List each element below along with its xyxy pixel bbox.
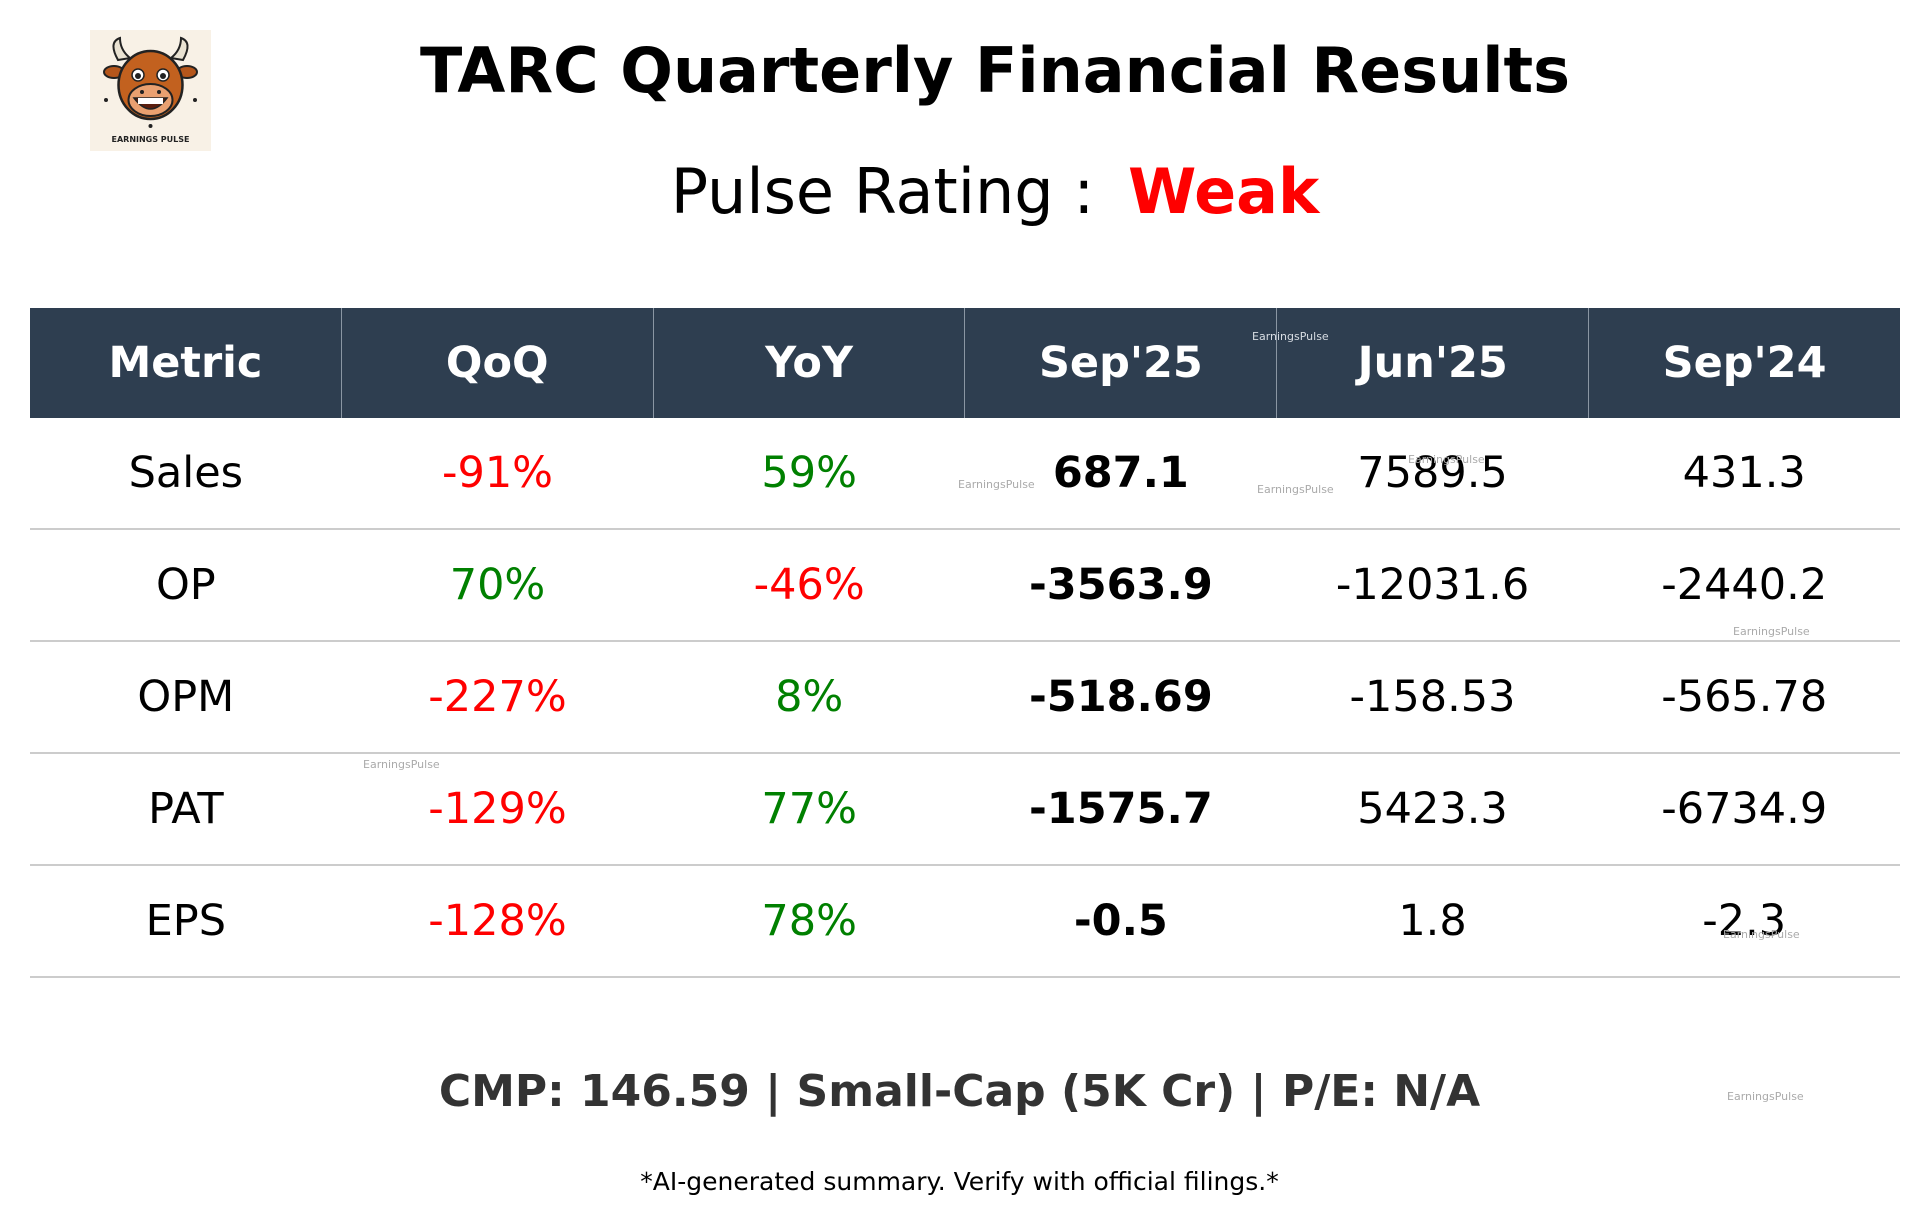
sep25-cell: 687.1 xyxy=(1052,448,1189,498)
column-header-sep25: Sep'25 xyxy=(965,308,1278,418)
jun25-cell: 1.8 xyxy=(1398,896,1467,946)
watermark: EarningsPulse xyxy=(958,478,1035,491)
sep24-cell: 431.3 xyxy=(1682,448,1806,498)
qoq-cell: -128% xyxy=(428,896,567,946)
sep24-cell: -2440.2 xyxy=(1661,560,1828,610)
rating-value: Weak xyxy=(1127,155,1320,228)
sep25-cell: -3563.9 xyxy=(1028,560,1213,610)
metric-cell: OP xyxy=(155,560,216,610)
watermark: EarningsPulse xyxy=(1723,928,1800,941)
sep24-cell: -6734.9 xyxy=(1661,784,1828,834)
sep25-cell: -1575.7 xyxy=(1028,784,1213,834)
rating-label: Pulse Rating : xyxy=(670,155,1095,228)
column-header-sep24: Sep'24 xyxy=(1662,338,1827,388)
market-stats: CMP: 146.59 | Small-Cap (5K Cr) | P/E: N… xyxy=(438,1066,1481,1117)
table-row: EPS -128% 78% -0.5 1.8 -2.3 xyxy=(30,866,1900,978)
yoy-cell: 8% xyxy=(775,672,844,722)
logo-text: EARNINGS PULSE xyxy=(112,135,190,144)
watermark: EarningsPulse xyxy=(1408,453,1485,466)
metric-cell: PAT xyxy=(148,784,224,834)
qoq-cell: -129% xyxy=(428,784,567,834)
watermark: EarningsPulse xyxy=(1733,625,1810,638)
yoy-cell: -46% xyxy=(753,560,865,610)
jun25-cell: 7589.5 xyxy=(1357,448,1508,498)
metric-cell: EPS xyxy=(145,896,227,946)
sep24-cell: -2.3 xyxy=(1702,896,1787,946)
disclaimer: *AI-generated summary. Verify with offic… xyxy=(640,1167,1279,1196)
column-header-yoy: YoY xyxy=(654,308,966,418)
table-row: OP 70% -46% -3563.9 -12031.6 -2440.2 xyxy=(30,530,1900,642)
pulse-rating: Pulse Rating : Weak xyxy=(0,155,1919,228)
watermark: EarningsPulse xyxy=(1257,483,1334,496)
metric-cell: Sales xyxy=(128,448,244,498)
table-row: Sales -91% 59% 687.1 7589.5 431.3 xyxy=(30,418,1900,530)
yoy-cell: 59% xyxy=(761,448,857,498)
qoq-cell: -227% xyxy=(428,672,567,722)
results-table: Metric QoQ YoY Sep'25 Jun'25 Sep'24 Sale… xyxy=(30,308,1900,978)
watermark: EarningsPulse xyxy=(1727,1090,1804,1103)
jun25-cell: -158.53 xyxy=(1349,672,1516,722)
metric-cell: OPM xyxy=(137,672,235,722)
watermark: EarningsPulse xyxy=(1252,330,1329,343)
yoy-cell: 78% xyxy=(761,896,857,946)
table-row: OPM -227% 8% -518.69 -158.53 -565.78 xyxy=(30,642,1900,754)
yoy-cell: 77% xyxy=(761,784,857,834)
column-header-qoq: QoQ xyxy=(342,308,654,418)
sep25-cell: -0.5 xyxy=(1073,896,1168,946)
watermark: EarningsPulse xyxy=(363,758,440,771)
bull-logo-icon: EARNINGS PULSE xyxy=(103,36,198,144)
sep25-cell: -518.69 xyxy=(1028,672,1213,722)
table-header: Metric QoQ YoY Sep'25 Jun'25 Sep'24 xyxy=(30,308,1900,418)
page-title: TARC Quarterly Financial Results xyxy=(419,34,1571,107)
sep24-cell: -565.78 xyxy=(1661,672,1828,722)
column-header-jun25: Jun'25 xyxy=(1277,308,1590,418)
column-header-metric: Metric xyxy=(30,308,342,418)
jun25-cell: 5423.3 xyxy=(1357,784,1508,834)
earnings-pulse-logo: EARNINGS PULSE xyxy=(90,30,211,151)
jun25-cell: -12031.6 xyxy=(1335,560,1530,610)
table-row: PAT -129% 77% -1575.7 5423.3 -6734.9 xyxy=(30,754,1900,866)
qoq-cell: -91% xyxy=(441,448,554,498)
qoq-cell: 70% xyxy=(449,560,546,610)
